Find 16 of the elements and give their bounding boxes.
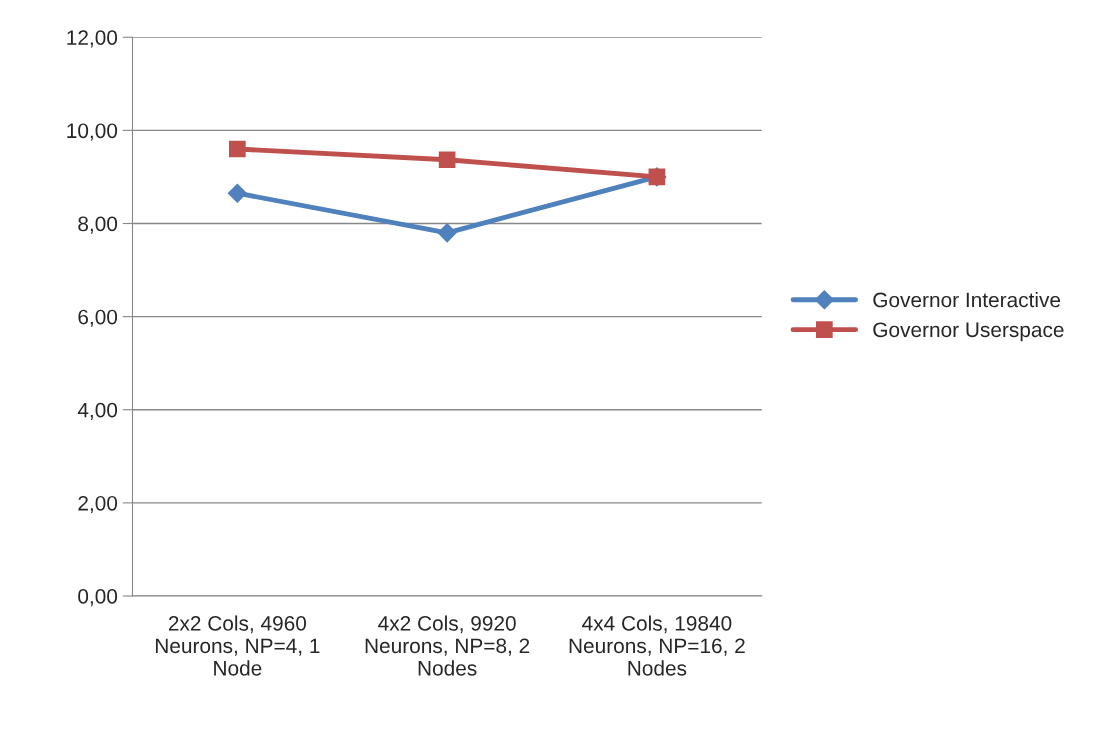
x-tick-label: 2x2 Cols, 4960 Neurons, NP=4, 1 Node (155, 615, 320, 676)
x-tick-label: 4x4 Cols, 19840 Neurons, NP=16, 2 Nodes (569, 615, 745, 676)
y-tick-label: 10,00 (67, 123, 118, 141)
point (438, 151, 456, 169)
y-tick-label: 6,00 (78, 309, 118, 327)
y-tick-label: 8,00 (78, 216, 118, 234)
legend-label: Governor Interactive (873, 292, 1061, 308)
point (229, 140, 246, 158)
legend-label: Governor Userspace (873, 322, 1064, 342)
y-tick-label: 2,00 (78, 495, 118, 514)
y-tick-label: 4,00 (77, 402, 118, 420)
y-tick-label: 0,00 (78, 589, 118, 607)
x-tick-label: 4x2 Cols, 9920 Neurons, NP=8, 2 Nodes (365, 615, 530, 676)
y-tick-label: 12,00 (67, 30, 118, 48)
point (227, 183, 247, 203)
point (437, 223, 457, 243)
